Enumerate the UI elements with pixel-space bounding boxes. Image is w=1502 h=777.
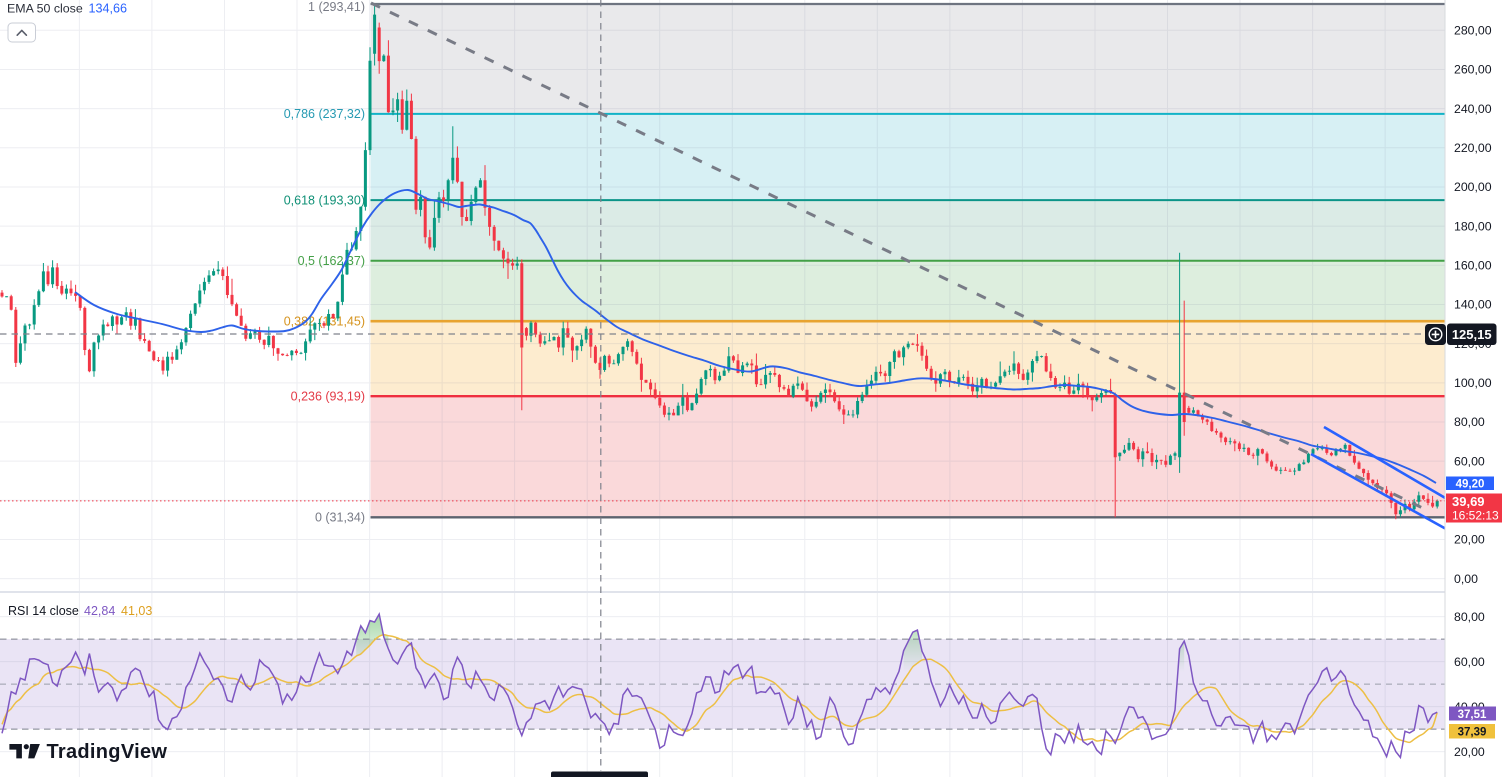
svg-text:41,03: 41,03 <box>121 604 152 618</box>
svg-text:0,5 (162,37): 0,5 (162,37) <box>298 254 365 268</box>
svg-text:16:52:13: 16:52:13 <box>1452 509 1499 523</box>
svg-text:37,51: 37,51 <box>1458 709 1487 721</box>
svg-text:49,20: 49,20 <box>1456 479 1485 491</box>
svg-text:80,00: 80,00 <box>1454 415 1485 429</box>
svg-text:60,00: 60,00 <box>1454 655 1485 669</box>
svg-text:0 (31,34): 0 (31,34) <box>315 511 365 525</box>
svg-text:260,00: 260,00 <box>1454 63 1492 77</box>
svg-text:140,00: 140,00 <box>1454 298 1492 312</box>
svg-text:39,69: 39,69 <box>1452 494 1485 509</box>
svg-text:EMA 50 close: EMA 50 close <box>7 2 83 16</box>
svg-text:220,00: 220,00 <box>1454 141 1492 155</box>
svg-text:0,236 (93,19): 0,236 (93,19) <box>291 390 365 404</box>
svg-text:100,00: 100,00 <box>1454 376 1492 390</box>
svg-text:TradingView: TradingView <box>47 741 168 763</box>
svg-text:42,84: 42,84 <box>84 604 115 618</box>
svg-text:134,66: 134,66 <box>89 2 128 16</box>
svg-text:125,15: 125,15 <box>1452 327 1492 342</box>
svg-text:1 (293,41): 1 (293,41) <box>308 0 365 14</box>
svg-text:80,00: 80,00 <box>1454 610 1485 624</box>
svg-text:60,00: 60,00 <box>1454 454 1485 468</box>
svg-text:20,00: 20,00 <box>1454 745 1485 759</box>
svg-text:180,00: 180,00 <box>1454 219 1492 233</box>
svg-text:RSI 14 close: RSI 14 close <box>8 604 79 618</box>
svg-text:280,00: 280,00 <box>1454 24 1492 38</box>
svg-text:160,00: 160,00 <box>1454 259 1492 273</box>
svg-text:0,00: 0,00 <box>1454 572 1478 586</box>
svg-text:240,00: 240,00 <box>1454 102 1492 116</box>
svg-text:20,00: 20,00 <box>1454 533 1485 547</box>
svg-text:37,39: 37,39 <box>1458 727 1487 739</box>
svg-text:200,00: 200,00 <box>1454 180 1492 194</box>
svg-text:0,786 (237,32): 0,786 (237,32) <box>284 107 365 121</box>
svg-text:0,618 (193,30): 0,618 (193,30) <box>284 193 365 207</box>
